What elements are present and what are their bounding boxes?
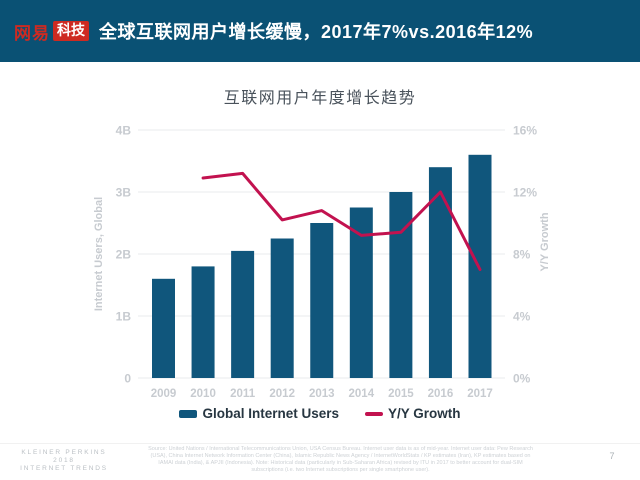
x-axis-label: 2014 — [349, 388, 375, 400]
kleiner-perkins-brand: KLEINER PERKINS 2018 INTERNET TRENDS — [8, 449, 120, 473]
chart-canvas: 0 0% 1B 4% 2B 8% 3B 12% 4B 16% 2009 2010 2011 2012 201… — [93, 124, 551, 401]
legend-item-users: Global Internet Users — [179, 406, 339, 421]
legend-label-users: Global Internet Users — [202, 406, 340, 421]
tech-badge: 科技 — [53, 21, 89, 41]
left-axis-tick: 0 — [124, 372, 131, 386]
legend-label-growth: Y/Y Growth — [388, 406, 461, 421]
left-axis-tick: 2B — [116, 248, 132, 262]
chart-title: 互联网用户年度增长趋势 — [223, 90, 417, 107]
page-number: 7 — [609, 451, 615, 461]
right-axis-tick: 0% — [513, 372, 531, 386]
brand-line-2: 2018 — [53, 457, 75, 464]
header-bar: 网易 科技 全球互联网用户增长缓慢，2017年7%vs.2016年12% — [0, 0, 640, 62]
footer-divider — [0, 443, 640, 444]
bar-2009 — [152, 278, 175, 378]
x-axis-label: 2017 — [467, 388, 493, 400]
right-axis-tick: 12% — [513, 186, 537, 200]
left-axis-title: Internet Users, Global — [93, 197, 105, 311]
x-axis-label: 2015 — [388, 388, 414, 400]
x-axis-label: 2010 — [190, 388, 216, 400]
bar-2012 — [270, 238, 294, 378]
x-axis-label: 2016 — [428, 388, 454, 400]
growth-line — [201, 171, 482, 271]
bar-2011 — [231, 250, 255, 378]
right-axis-tick: 8% — [513, 248, 531, 262]
brand-line-1: KLEINER PERKINS — [21, 449, 107, 456]
right-axis-tick: 16% — [513, 124, 537, 138]
legend-item-growth: Y/Y Growth — [365, 406, 461, 421]
left-axis-tick: 3B — [116, 186, 132, 200]
source-note: Source: United Nations / International T… — [148, 446, 533, 473]
x-axis-label: 2012 — [269, 388, 295, 400]
bar-2016 — [428, 167, 452, 378]
article-headline: 全球互联网用户增长缓慢，2017年7%vs.2016年12% — [99, 22, 534, 42]
right-axis-title: Y/Y Growth — [539, 212, 551, 271]
x-axis-label: 2013 — [309, 388, 335, 400]
right-axis-tick: 4% — [513, 310, 531, 324]
netease-tech-logo: 网易 科技 — [14, 19, 89, 44]
x-axis-label: 2009 — [151, 388, 177, 400]
bar-2010 — [191, 266, 215, 378]
bar-2015 — [389, 192, 413, 378]
legend-bar-swatch — [179, 409, 198, 418]
bar-2014 — [349, 207, 373, 378]
left-axis-tick: 4B — [116, 124, 132, 138]
netease-logo-text: 网易 — [14, 23, 50, 43]
brand-line-3: INTERNET TRENDS — [20, 465, 108, 472]
chart-legend: Global Internet Users Y/Y Growth — [0, 406, 640, 421]
bar-2013 — [310, 223, 334, 378]
legend-line-swatch — [365, 411, 384, 416]
left-axis-tick: 1B — [116, 310, 132, 324]
x-axis-label: 2011 — [230, 388, 256, 400]
